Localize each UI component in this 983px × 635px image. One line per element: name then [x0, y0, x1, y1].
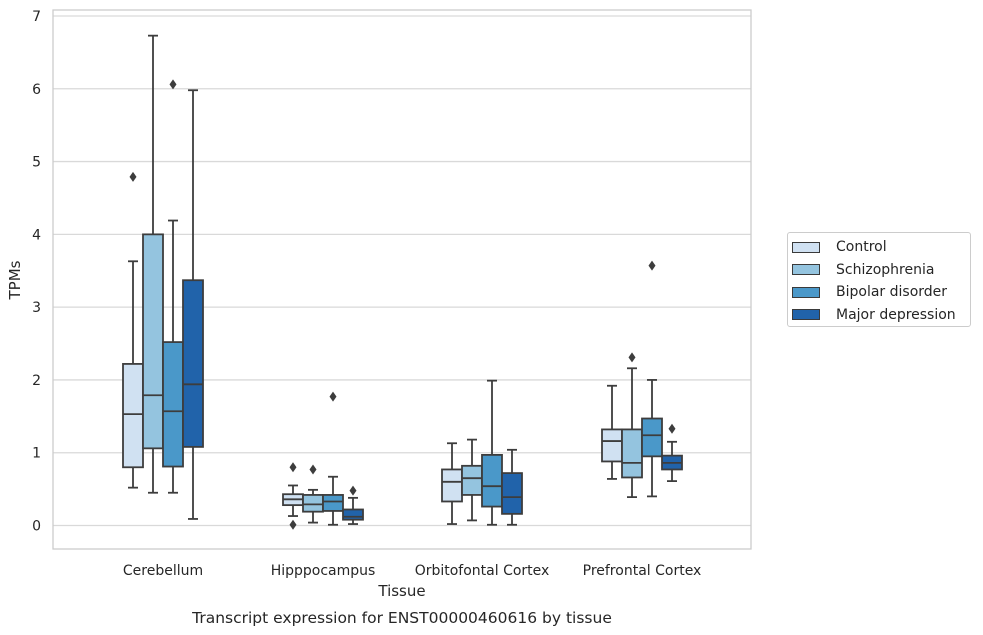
outlier-point	[129, 171, 137, 182]
box-3-0	[601, 384, 623, 480]
box-1-2	[322, 391, 344, 526]
legend-item-schizophrenia: Schizophrenia	[788, 259, 970, 282]
box-2-3	[501, 448, 523, 526]
x-tick-label: Orbitofontal Cortex	[415, 563, 550, 579]
legend-label-bipolar-disorder: Bipolar disorder	[836, 284, 948, 301]
x-tick-label: Hipppocampus	[271, 563, 376, 579]
legend-label-major-depression: Major depression	[836, 306, 956, 323]
legend-swatch-schizophrenia	[792, 264, 820, 276]
y-axis-label: TPMs	[6, 260, 24, 300]
box-iqr	[621, 428, 643, 479]
box-2-0	[441, 442, 463, 525]
outlier-point	[309, 464, 317, 475]
box-1-0	[282, 462, 304, 530]
box-iqr	[182, 279, 204, 448]
legend-swatch-major-depression	[792, 309, 820, 321]
legend-item-control: Control	[788, 236, 970, 259]
outlier-point	[349, 485, 357, 496]
legend-label-control: Control	[836, 239, 887, 256]
box-iqr	[441, 468, 463, 503]
box-iqr	[142, 233, 164, 450]
y-tick-label: 6	[32, 82, 41, 98]
chart-caption: Transcript expression for ENST0000046061…	[191, 609, 612, 627]
legend-item-major-depression: Major depression	[788, 304, 970, 327]
box-iqr	[601, 428, 623, 463]
box-0-0	[122, 171, 144, 489]
box-3-2	[641, 260, 663, 498]
box-3-3	[661, 423, 683, 483]
box-iqr	[481, 453, 503, 508]
box-2-1	[461, 438, 483, 522]
box-iqr	[302, 494, 324, 513]
x-tick-labels: Cerebellum Hipppocampus Orbitofontal Corte…	[123, 563, 701, 579]
legend-swatch-control	[792, 241, 820, 253]
x-tick-label: Cerebellum	[123, 563, 203, 579]
plot-frame	[52, 9, 752, 550]
box-0-3	[182, 89, 204, 520]
y-tick-label: 1	[32, 446, 41, 462]
outlier-point	[648, 260, 656, 271]
y-tick-label: 7	[32, 9, 41, 25]
box-iqr	[322, 494, 344, 512]
y-tick-label: 4	[32, 227, 41, 243]
y-tick-labels: 0 1 2 3 4 5 6 7	[32, 9, 41, 535]
box-0-1	[142, 34, 164, 494]
y-tick-label: 3	[32, 300, 41, 316]
box-1-1	[302, 464, 324, 524]
y-tick-label: 5	[32, 155, 41, 171]
box-iqr	[461, 464, 483, 496]
box-iqr	[501, 472, 523, 515]
box-iqr	[162, 341, 184, 468]
legend-label-schizophrenia: Schizophrenia	[836, 261, 935, 278]
outlier-point	[289, 519, 297, 530]
box-3-1	[621, 352, 643, 499]
legend: Control Schizophrenia Bipolar disorder M…	[787, 232, 971, 327]
outlier-point	[329, 391, 337, 402]
outlier-point	[628, 352, 636, 363]
box-plots	[122, 34, 683, 530]
box-iqr	[122, 363, 144, 469]
box-iqr	[641, 417, 663, 458]
outlier-point	[668, 423, 676, 434]
x-tick-label: Prefrontal Cortex	[583, 563, 702, 579]
legend-item-bipolar-disorder: Bipolar disorder	[788, 281, 970, 304]
outlier-point	[169, 79, 177, 90]
x-axis-label: Tissue	[377, 582, 425, 600]
y-tick-label: 2	[32, 373, 41, 389]
box-0-2	[162, 79, 184, 494]
legend-swatch-bipolar-disorder	[792, 286, 820, 298]
y-tick-label: 0	[32, 519, 41, 535]
box-1-3	[342, 485, 364, 525]
box-iqr	[342, 508, 364, 521]
outlier-point	[289, 462, 297, 473]
